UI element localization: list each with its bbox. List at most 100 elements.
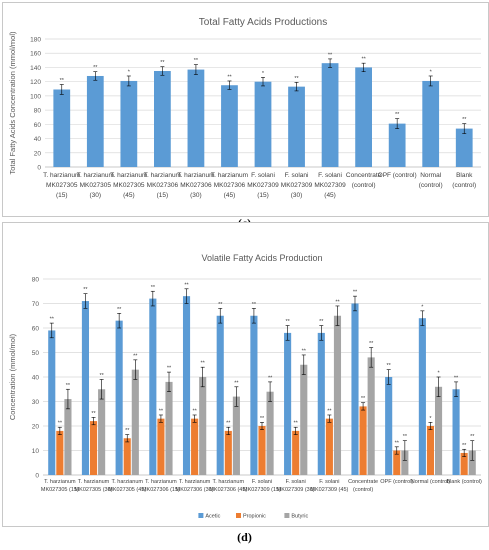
significance-label: ** xyxy=(470,434,475,440)
significance-label: ** xyxy=(403,434,408,440)
x-tick-label: T. harzianum xyxy=(211,172,248,179)
significance-label: ** xyxy=(91,411,96,417)
significance-label: ** xyxy=(201,361,206,367)
significance-label: ** xyxy=(294,421,299,427)
significance-label: ** xyxy=(395,440,400,446)
y-tick-label: 60 xyxy=(34,122,42,129)
bar xyxy=(221,85,238,167)
bar xyxy=(300,364,308,475)
significance-label: ** xyxy=(361,57,366,63)
bar xyxy=(131,369,139,475)
x-tick-label: MK027305 (45) xyxy=(108,487,146,493)
x-tick-label: Concentrate xyxy=(348,479,378,485)
y-tick-label: 160 xyxy=(30,51,41,58)
significance-label: ** xyxy=(125,428,130,434)
x-tick-label: F. solani xyxy=(319,479,339,485)
bar xyxy=(468,450,476,475)
x-tick-label: T. harzianum xyxy=(110,172,147,179)
significance-label: ** xyxy=(60,78,65,84)
y-tick-label: 140 xyxy=(30,65,41,72)
y-tick-label: 40 xyxy=(34,136,42,143)
significance-label: ** xyxy=(268,375,273,381)
bar xyxy=(149,298,157,475)
x-tick-label: MK027309 xyxy=(314,182,346,189)
legend-label: Butyric xyxy=(291,514,308,520)
significance-label: ** xyxy=(99,373,104,379)
significance-label: ** xyxy=(319,319,324,325)
bar xyxy=(123,438,131,475)
x-tick-label: T. harzianum xyxy=(213,479,245,485)
bar xyxy=(418,318,426,475)
bar xyxy=(452,389,460,475)
legend-label: Acetic xyxy=(205,514,220,520)
significance-label: ** xyxy=(260,416,265,422)
y-tick-label: 70 xyxy=(32,301,40,308)
y-tick-label: 120 xyxy=(30,79,41,86)
y-tick-label: 50 xyxy=(32,350,40,357)
bar xyxy=(426,426,435,475)
x-tick-label: Blank xyxy=(456,172,473,179)
bar xyxy=(187,69,205,167)
bar xyxy=(284,332,292,475)
x-tick-label: (30) xyxy=(190,192,202,199)
x-tick-label: MK027305 xyxy=(46,182,78,189)
bar xyxy=(333,315,342,475)
significance-label: ** xyxy=(227,74,232,80)
x-tick-label: MK027306 xyxy=(180,182,212,189)
x-tick-label: Blank (control) xyxy=(446,479,482,485)
significance-label: ** xyxy=(167,366,172,372)
bar xyxy=(351,303,359,475)
x-tick-label: OPF (control) xyxy=(378,172,417,179)
significance-label: ** xyxy=(462,443,467,449)
bar xyxy=(53,89,71,167)
bar xyxy=(385,377,393,475)
y-axis-label: Concentration (mmol/mol) xyxy=(8,333,17,420)
bar xyxy=(199,377,207,475)
x-tick-label: T. harzianum xyxy=(179,479,211,485)
chart-title: Volatile Fatty Acids Production xyxy=(201,253,322,263)
volatile-fatty-acids-chart: Volatile Fatty Acids Production Concentra… xyxy=(8,253,482,520)
x-tick-label: Concentrate xyxy=(346,172,382,179)
x-tick-label: MK027309 (45) xyxy=(310,487,348,493)
y-tick-label: 10 xyxy=(32,448,40,455)
x-tick-label: MK027306 (45) xyxy=(209,487,247,493)
bar xyxy=(258,426,266,475)
x-tick-label: T. harzianum xyxy=(144,172,181,179)
significance-label: * xyxy=(429,416,432,422)
bar xyxy=(115,320,123,475)
significance-label: * xyxy=(421,304,424,310)
x-tick-label: F. solani xyxy=(318,172,342,179)
bar xyxy=(216,315,224,475)
significance-label: ** xyxy=(159,408,164,414)
bar xyxy=(359,406,367,475)
significance-label: ** xyxy=(234,380,239,386)
bar xyxy=(48,330,56,475)
bar xyxy=(367,357,375,475)
x-tick-label: (30) xyxy=(90,192,102,199)
significance-label: ** xyxy=(160,60,165,66)
bar xyxy=(434,386,443,475)
x-tick-label: T. harzianum xyxy=(77,172,114,179)
x-tick-label: F. solani xyxy=(285,172,309,179)
x-tick-label: (45) xyxy=(324,192,336,199)
x-tick-label: T. harzianum xyxy=(145,479,177,485)
y-tick-label: 60 xyxy=(32,326,40,333)
bar xyxy=(292,430,300,475)
y-tick-label: 0 xyxy=(35,473,39,480)
significance-label: ** xyxy=(194,58,199,64)
x-tick-label: Normal xyxy=(420,172,442,179)
significance-label: ** xyxy=(151,285,156,291)
bar xyxy=(321,63,339,167)
legend-swatch xyxy=(284,513,290,518)
significance-label: ** xyxy=(93,65,98,71)
bar xyxy=(120,80,138,167)
significance-label: ** xyxy=(302,348,307,354)
bar xyxy=(182,296,191,475)
bar xyxy=(325,418,333,475)
x-tick-label: (15) xyxy=(257,192,269,199)
significance-label: ** xyxy=(335,299,340,305)
x-tick-label: (control) xyxy=(353,487,373,493)
x-tick-label: (15) xyxy=(56,192,68,199)
x-tick-label: MK027305 (15) xyxy=(41,487,79,493)
x-tick-label: OPF (control) xyxy=(380,479,413,485)
